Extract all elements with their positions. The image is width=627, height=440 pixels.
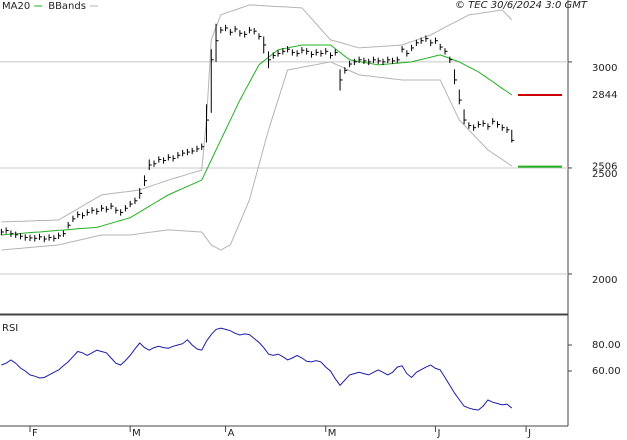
x-tick-label: A [228,428,235,439]
x-tick-label: M [328,428,337,439]
legend-label: MA20 [2,1,30,12]
source-note: © TEC 30/6/2024 3:0 GMT [455,0,588,11]
x-tick-label: M [132,428,141,439]
y-tick-label: 2500 [592,169,617,180]
y-tick-label: 60.00 [592,366,621,377]
legend-label: BBands [48,1,86,12]
x-tick-label: F [32,428,38,439]
x-tick-label: J [436,428,440,439]
ma-line [1,44,513,236]
band-upper [1,4,513,223]
y-tick-label: 80.00 [592,340,621,351]
level-label: 2506 [592,162,617,173]
band-lower [1,61,513,251]
level-label: 2844 [592,90,617,101]
rsi-title: RSI [2,323,18,334]
rsi-line [1,327,513,411]
y-tick-label: 2000 [592,275,617,286]
x-tick-label: J [527,428,531,439]
y-tick-label: 3000 [592,63,617,74]
